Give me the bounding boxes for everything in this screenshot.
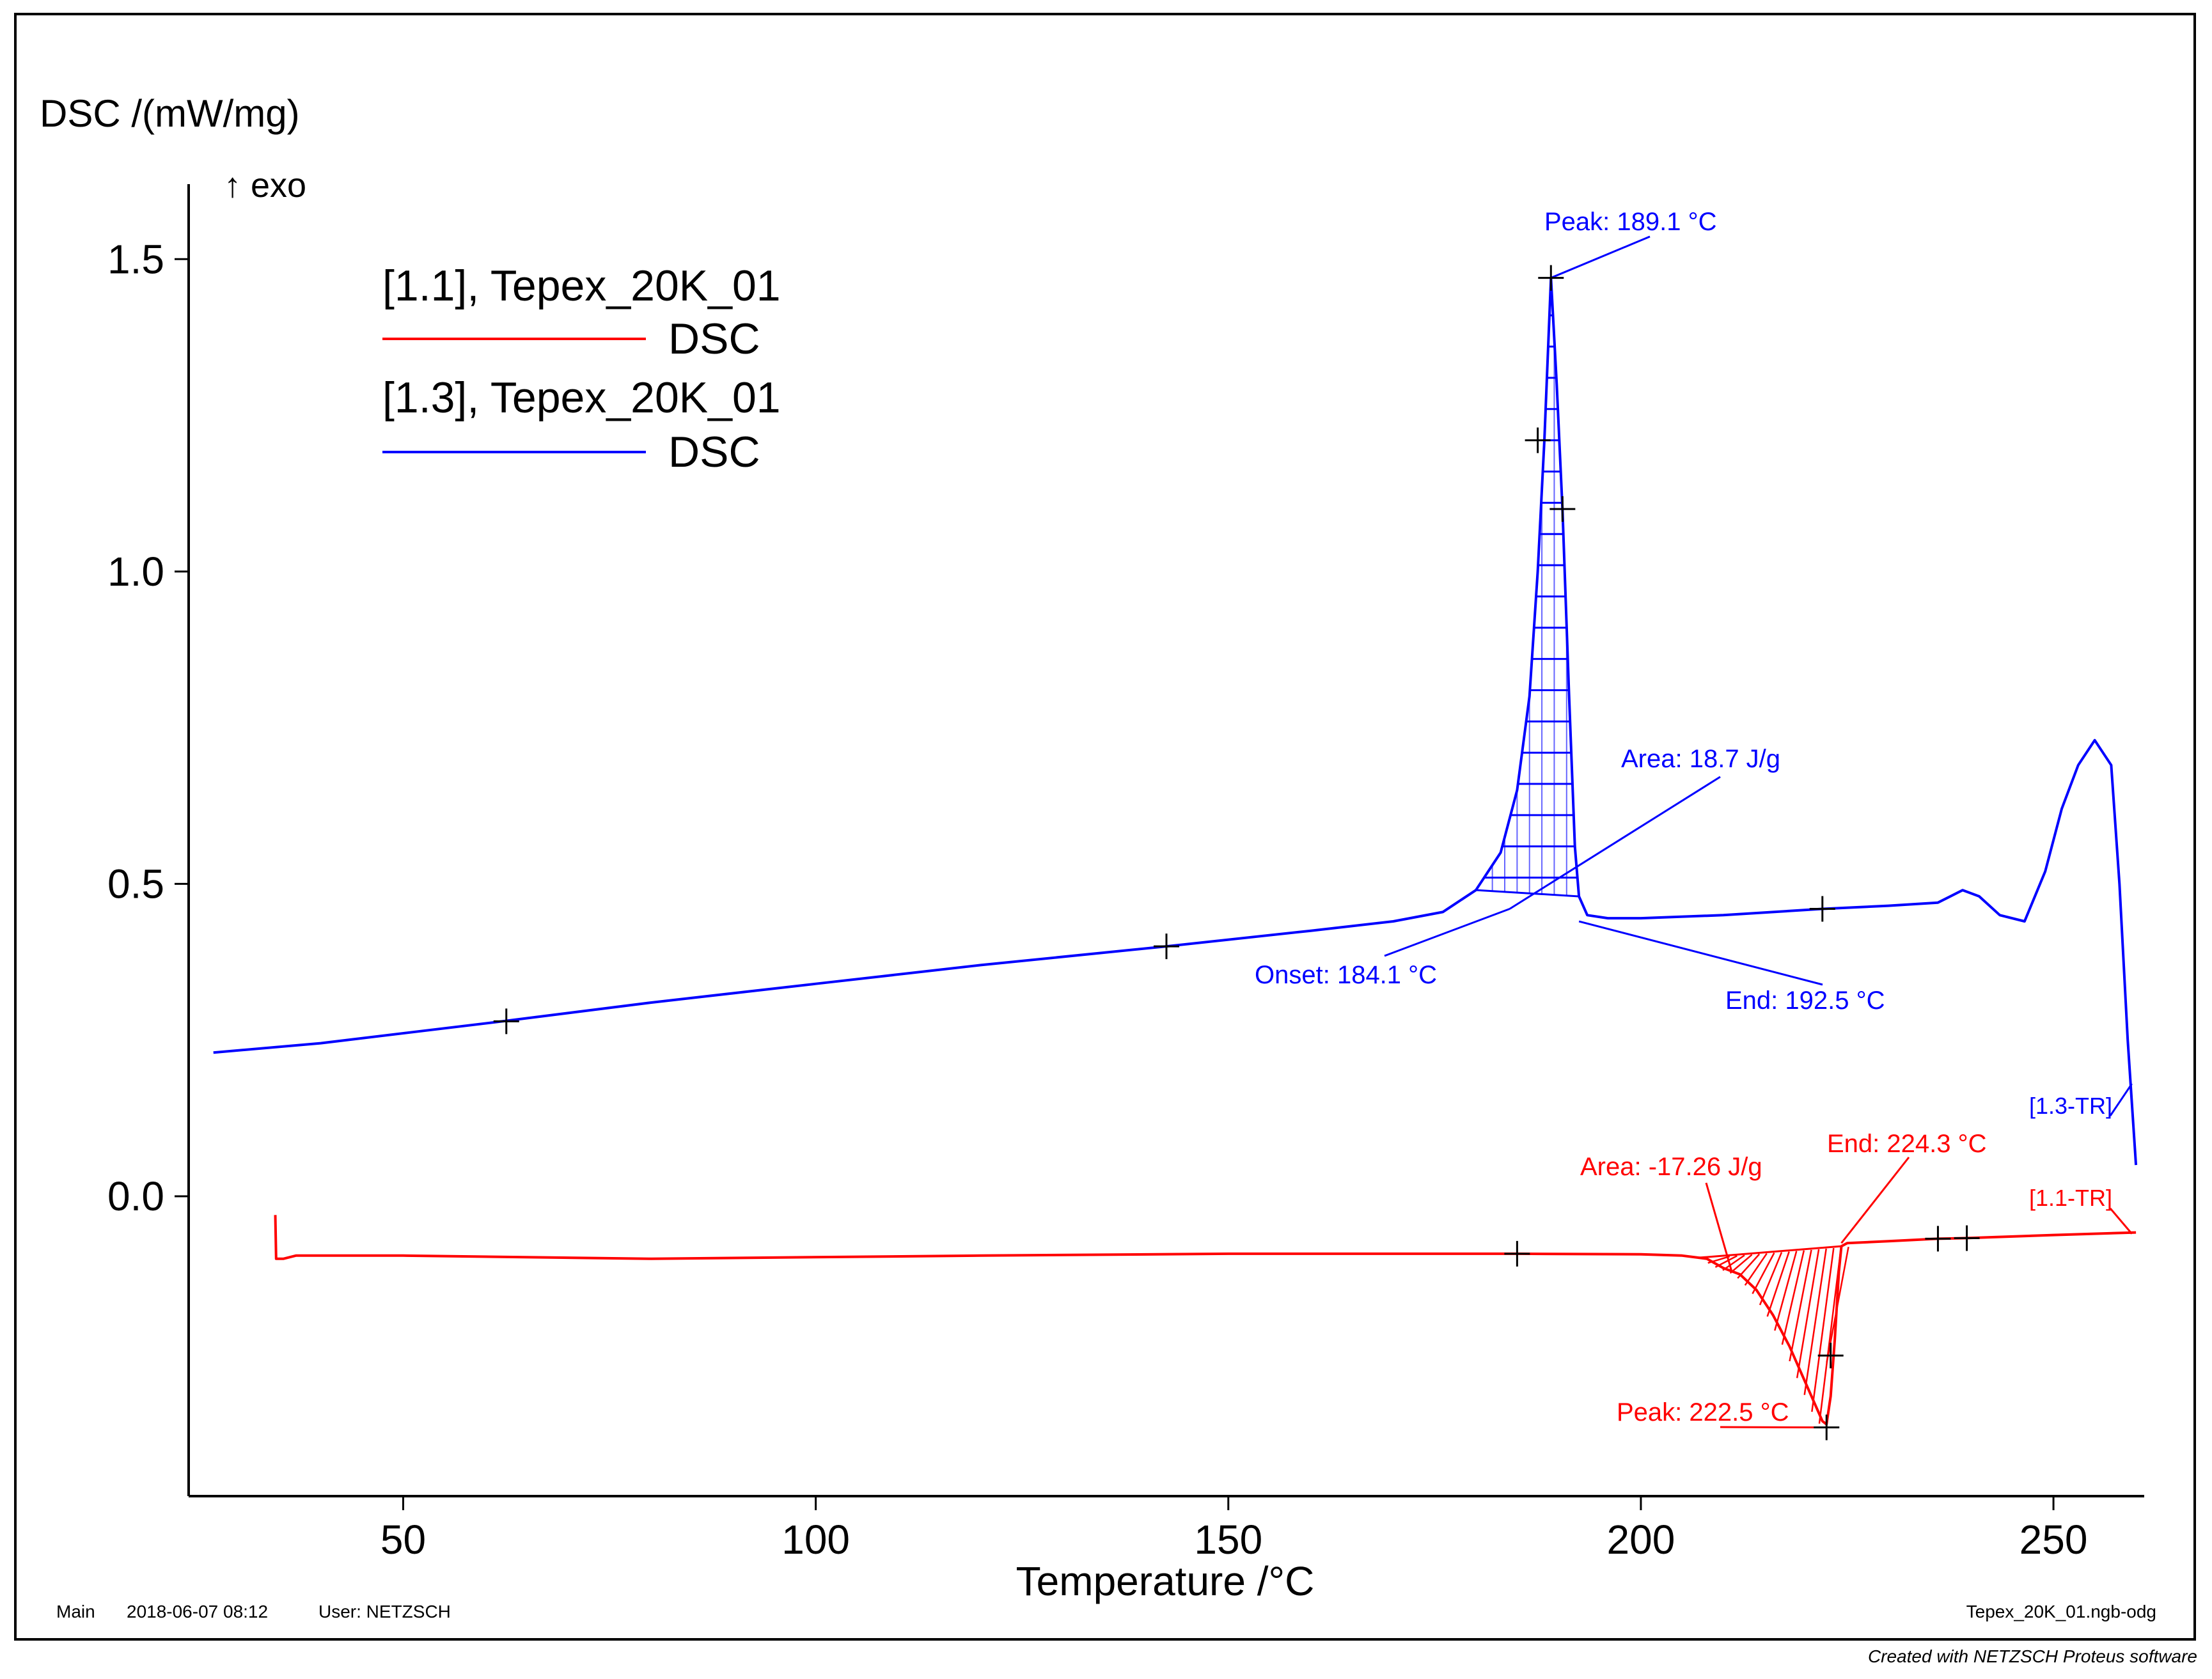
blue-curve-marker [1154, 933, 1179, 960]
blue-onset-label: Onset: 184.1 °C [1255, 961, 1437, 989]
y-tick-label: 1.5 [107, 236, 164, 282]
blue-tr-label: [1.3-TR] [2029, 1093, 2112, 1119]
red-tr-leader [2109, 1208, 2133, 1235]
footer-credit: Created with NETZSCH Proteus software [1868, 1646, 2197, 1666]
footer-date: 2018-06-07 08:12 [127, 1602, 268, 1621]
x-tick-label: 250 [2020, 1517, 2088, 1563]
legend-file-1: [1.1], Tepex_20K_01 [382, 262, 781, 310]
y-tick-label: 1.0 [107, 549, 164, 595]
red-area-hatch [1789, 1249, 1812, 1362]
red-area-hatch [1781, 1250, 1805, 1345]
red-baseline [1698, 1245, 1842, 1259]
red-area-hatch [1774, 1251, 1798, 1331]
blue-baseline [1475, 889, 1580, 898]
x-tick-label: 200 [1607, 1517, 1675, 1563]
red-curve-marker [1814, 1414, 1840, 1441]
red-area-leader [1705, 1182, 1733, 1272]
blue-end-label: End: 192.5 °C [1725, 987, 1885, 1015]
red-area-label: Area: -17.26 J/g [1580, 1153, 1762, 1181]
red-area-hatch [1766, 1251, 1790, 1317]
red-area-hatch [1722, 1254, 1745, 1271]
red-curve-marker [1925, 1226, 1951, 1252]
red-area-hatch [1803, 1248, 1827, 1395]
blue-curve-marker [1549, 496, 1576, 522]
legend-signal-2: DSC [668, 428, 760, 476]
red-tr-label: [1.1-TR] [2029, 1185, 2112, 1211]
legend-signal-1: DSC [668, 315, 760, 363]
chart-frame [14, 13, 2196, 1641]
footer-file: Tepex_20K_01.ngb-odg [1966, 1602, 2156, 1621]
blue-peak-leader [1550, 235, 1651, 279]
blue-area-leader [1509, 776, 1721, 910]
blue-curve-marker [1809, 896, 1835, 922]
blue-dsc-curve [213, 276, 2138, 1166]
blue-curve-marker [1525, 427, 1551, 453]
red-peak-label: Peak: 222.5 °C [1617, 1398, 1789, 1426]
red-area-hatch [1752, 1252, 1775, 1294]
x-tick-label: 100 [781, 1517, 850, 1563]
exo-label: ↑ exo [224, 166, 306, 205]
red-area-hatch [1759, 1252, 1783, 1306]
blue-peak-label: Peak: 189.1 °C [1544, 208, 1717, 236]
blue-curve-marker [1538, 265, 1564, 291]
blue-area-label: Area: 18.7 J/g [1621, 745, 1780, 773]
y-tick-label: 0.0 [107, 1173, 164, 1219]
x-tick-label: 150 [1194, 1517, 1262, 1563]
red-area-hatch [1744, 1253, 1768, 1286]
y-tick-label: 0.5 [107, 861, 164, 907]
red-area-hatch [1811, 1247, 1835, 1412]
red-area-hatch [1729, 1254, 1753, 1274]
red-dsc-curve [274, 1215, 2137, 1426]
blue-end-leader [1578, 920, 1823, 986]
red-end-leader [1840, 1157, 1910, 1244]
footer-user: User: NETZSCH [318, 1602, 451, 1621]
blue-onset-leader [1384, 908, 1510, 957]
red-end-label: End: 224.3 °C [1827, 1130, 1987, 1158]
blue-curve-marker [493, 1008, 519, 1035]
red-area-hatch [1796, 1249, 1820, 1378]
red-peak-leader [1720, 1426, 1827, 1429]
x-tick-label: 50 [380, 1517, 426, 1563]
red-curve-marker [1954, 1225, 1980, 1251]
legend-file-2: [1.3], Tepex_20K_01 [382, 373, 781, 422]
x-axis-label: Temperature /°C [1016, 1558, 1315, 1604]
red-curve-marker [1504, 1240, 1530, 1267]
red-curve-marker [1817, 1343, 1844, 1369]
blue-tr-leader [2109, 1083, 2133, 1116]
footer-main: Main [56, 1602, 95, 1621]
y-axis-label: DSC /(mW/mg) [40, 92, 300, 135]
